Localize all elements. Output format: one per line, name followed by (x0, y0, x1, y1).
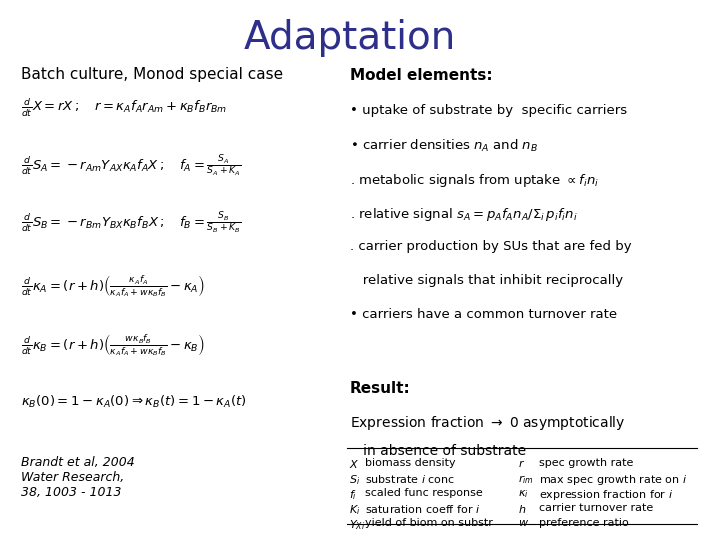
Text: $\frac{d}{dt}\kappa_B = (r+h)\left(\frac{w\kappa_B f_B}{\kappa_A f_A + w\kappa_B: $\frac{d}{dt}\kappa_B = (r+h)\left(\frac… (21, 332, 205, 358)
Text: . relative signal $s_A = p_A f_A n_A/\Sigma_i\, p_i f_i n_i$: . relative signal $s_A = p_A f_A n_A/\Si… (350, 206, 577, 223)
Text: biomass density: biomass density (366, 458, 456, 468)
Text: $\frac{d}{dt}\kappa_A = (r+h)\left(\frac{\kappa_A f_A}{\kappa_A f_A + w\kappa_B : $\frac{d}{dt}\kappa_A = (r+h)\left(\frac… (21, 273, 205, 299)
Text: Expression fraction $\rightarrow$ 0 asymptotically: Expression fraction $\rightarrow$ 0 asym… (350, 414, 626, 432)
Text: preference ratio: preference ratio (539, 518, 629, 529)
Text: max spec growth rate on $i$: max spec growth rate on $i$ (539, 473, 688, 487)
Text: $K_i$: $K_i$ (348, 503, 360, 517)
Text: relative signals that inhibit reciprocally: relative signals that inhibit reciprocal… (350, 274, 624, 287)
Text: Brandt et al, 2004
Water Research,
38, 1003 - 1013: Brandt et al, 2004 Water Research, 38, 1… (21, 456, 135, 500)
Text: substrate $i$ conc: substrate $i$ conc (366, 473, 456, 485)
Text: $f_i$: $f_i$ (348, 488, 356, 502)
Text: scaled func response: scaled func response (366, 488, 483, 498)
Text: Result:: Result: (350, 381, 411, 396)
Text: $S_i$: $S_i$ (348, 473, 360, 487)
Text: spec growth rate: spec growth rate (539, 458, 634, 468)
Text: . carrier production by SUs that are fed by: . carrier production by SUs that are fed… (350, 240, 631, 253)
Text: expression fraction for $i$: expression fraction for $i$ (539, 488, 673, 502)
Text: • uptake of substrate by  specific carriers: • uptake of substrate by specific carrie… (350, 104, 627, 117)
Text: $r_{im}$: $r_{im}$ (518, 473, 534, 486)
Text: $Y_{Xi}$: $Y_{Xi}$ (348, 518, 365, 532)
Text: $\frac{d}{dt}X = rX\,;\quad r = \kappa_A f_A r_{Am} + \kappa_B f_B r_{Bm}$: $\frac{d}{dt}X = rX\,;\quad r = \kappa_A… (21, 97, 228, 119)
Text: carrier turnover rate: carrier turnover rate (539, 503, 653, 514)
Text: $\frac{d}{dt}S_A = -r_{Am} Y_{AX} \kappa_A f_A X\,;\quad f_A = \frac{S_A}{S_A + : $\frac{d}{dt}S_A = -r_{Am} Y_{AX} \kappa… (21, 154, 241, 179)
Text: $r$: $r$ (518, 458, 526, 469)
Text: Model elements:: Model elements: (350, 68, 492, 83)
Text: Batch culture, Monod special case: Batch culture, Monod special case (21, 68, 283, 83)
Text: $\frac{d}{dt}S_B = -r_{Bm} Y_{BX} \kappa_B f_B X\,;\quad f_B = \frac{S_B}{S_B + : $\frac{d}{dt}S_B = -r_{Bm} Y_{BX} \kappa… (21, 211, 242, 235)
Text: $h$: $h$ (518, 503, 526, 515)
Text: $X$: $X$ (348, 458, 359, 470)
Text: Adaptation: Adaptation (244, 19, 456, 57)
Text: . metabolic signals from uptake $\propto f_i n_i$: . metabolic signals from uptake $\propto… (350, 172, 599, 189)
Text: $w$: $w$ (518, 518, 529, 529)
Text: saturation coeff for $i$: saturation coeff for $i$ (366, 503, 481, 515)
Text: in absence of substrate: in absence of substrate (350, 444, 526, 458)
Text: • carrier densities $n_A$ and $n_B$: • carrier densities $n_A$ and $n_B$ (350, 138, 539, 154)
Text: • carriers have a common turnover rate: • carriers have a common turnover rate (350, 308, 617, 321)
Text: yield of biom on substr: yield of biom on substr (366, 518, 493, 529)
Text: $\kappa_i$: $\kappa_i$ (518, 488, 528, 500)
Text: $\kappa_B(0) = 1-\kappa_A(0) \Rightarrow \kappa_B(t) = 1-\kappa_A(t)$: $\kappa_B(0) = 1-\kappa_A(0) \Rightarrow… (21, 394, 247, 410)
